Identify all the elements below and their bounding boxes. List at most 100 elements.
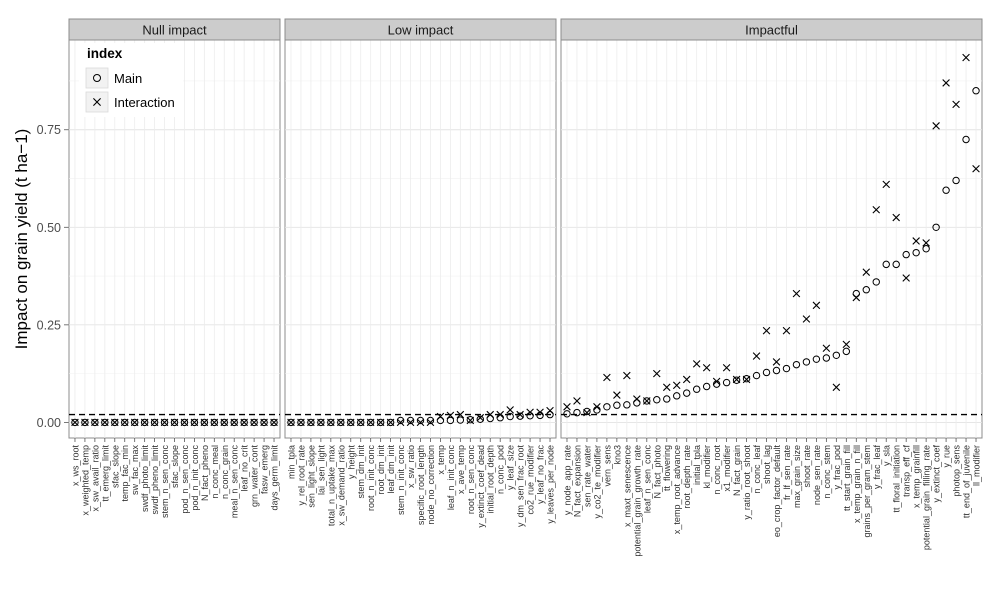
point-main <box>653 396 661 404</box>
x-tick-label: y_extinct_coef <box>932 445 942 503</box>
point-main <box>902 250 910 259</box>
point-main <box>942 186 950 194</box>
point-main <box>287 418 295 427</box>
x-tick-label: specific_root_length <box>416 445 426 525</box>
point-interaction <box>110 418 119 427</box>
x-tick-label: ll_modifier <box>972 445 982 486</box>
x-tick-label: days_germ_limit <box>270 445 280 511</box>
x-tick-label: n_conc_meal <box>210 445 220 499</box>
point-main <box>297 418 305 427</box>
x-tick-label: leaf_no_crit <box>240 445 250 492</box>
point-main <box>516 412 524 420</box>
point-main <box>160 418 169 427</box>
x-tick-label: n_conc_grain <box>220 445 230 499</box>
point-main <box>862 286 870 294</box>
x-tick-label: sw_fac_max <box>130 445 140 496</box>
point-interaction <box>573 397 581 405</box>
point-main <box>872 278 880 286</box>
x-tick-label: node_sen_rate <box>812 445 822 505</box>
point-main <box>932 223 940 231</box>
x-tick-label: tt_emerg_limit <box>100 445 110 502</box>
point-interaction <box>536 408 544 417</box>
x-tick-label: swdf_pheno_limit <box>150 445 160 515</box>
facet-strip <box>560 18 983 41</box>
point-main <box>260 418 268 427</box>
point-interaction <box>366 418 375 427</box>
x-tick-label: root_dm_init <box>376 445 386 495</box>
x-tick-label: y_ratio_root_shoot <box>742 445 752 520</box>
point-interaction <box>952 100 960 109</box>
point-main <box>170 418 179 427</box>
point-main <box>603 403 611 411</box>
point-interaction <box>912 237 920 245</box>
point-interaction <box>466 416 475 425</box>
point-interaction <box>81 418 89 427</box>
x-tick-label: y_frac_leaf <box>872 445 882 490</box>
point-main <box>130 418 139 427</box>
point-interaction <box>772 358 781 366</box>
point-main <box>812 355 821 363</box>
point-interaction <box>190 418 199 427</box>
x-tick-label: N_fact_pheno <box>200 445 210 501</box>
point-main <box>456 416 465 424</box>
point-interaction <box>902 274 910 282</box>
x-tick-label: leaf_dm_init <box>386 445 396 494</box>
x-tick-label: sfac_slope <box>110 445 120 488</box>
x-tick-label: n_conc_stem <box>822 445 832 499</box>
x-tick-label: tt_flowering <box>662 445 672 491</box>
point-interaction <box>563 402 571 411</box>
point-main <box>506 412 514 421</box>
x-tick-label: stem_dm_init <box>356 445 366 499</box>
point-interaction <box>436 412 445 421</box>
facet-title: Impactful <box>745 23 798 38</box>
point-main <box>317 418 325 427</box>
point-interaction <box>782 326 791 335</box>
point-main <box>200 418 209 427</box>
point-main <box>307 418 315 427</box>
point-interaction <box>762 326 771 335</box>
point-interaction <box>882 180 891 189</box>
point-main <box>180 418 189 427</box>
x-tick-label: x_temp_root_advance <box>672 445 682 534</box>
legend-label: Interaction <box>114 95 175 110</box>
point-main <box>962 135 970 144</box>
point-main <box>476 415 484 423</box>
x-tick-label: x1_modifier <box>722 445 732 492</box>
x-tick-label: y_node_app_rate <box>562 445 572 515</box>
point-main <box>150 418 159 427</box>
point-main <box>347 418 355 427</box>
legend-label: Main <box>114 71 142 86</box>
x-tick-label: y_sla <box>882 445 892 466</box>
x-tick-label: x_ave_temp <box>456 445 466 494</box>
x-tick-label: sfac_slope <box>170 445 180 488</box>
point-interaction <box>842 340 851 349</box>
point-main <box>376 418 385 427</box>
point-interaction <box>942 79 950 87</box>
point-main <box>583 407 591 416</box>
point-interaction <box>416 418 425 427</box>
y-tick-label: 0.75 <box>37 123 61 137</box>
point-interaction <box>356 418 365 427</box>
point-main <box>972 87 980 95</box>
point-main <box>643 397 651 405</box>
y-tick-label: 0.00 <box>37 416 61 430</box>
x-tick-label: grn_water_cont <box>250 445 260 508</box>
point-interaction <box>932 122 940 130</box>
point-interaction <box>732 375 741 384</box>
x-tick-label: n_conc_root <box>712 445 722 495</box>
x-tick-label: kl_modifier <box>702 445 712 489</box>
point-interaction <box>180 418 189 427</box>
point-main <box>573 408 581 417</box>
point-interaction <box>287 418 295 427</box>
x-tick-label: sen_light_slope <box>306 445 316 508</box>
point-interaction <box>603 373 611 382</box>
point-main <box>466 415 475 424</box>
point-main <box>270 418 278 427</box>
point-interaction <box>307 418 315 427</box>
point-interaction <box>792 289 801 298</box>
point-main <box>892 260 900 269</box>
point-interaction <box>812 301 821 310</box>
x-tick-label: x_temp_grainfill <box>912 445 922 508</box>
point-interaction <box>426 418 435 427</box>
